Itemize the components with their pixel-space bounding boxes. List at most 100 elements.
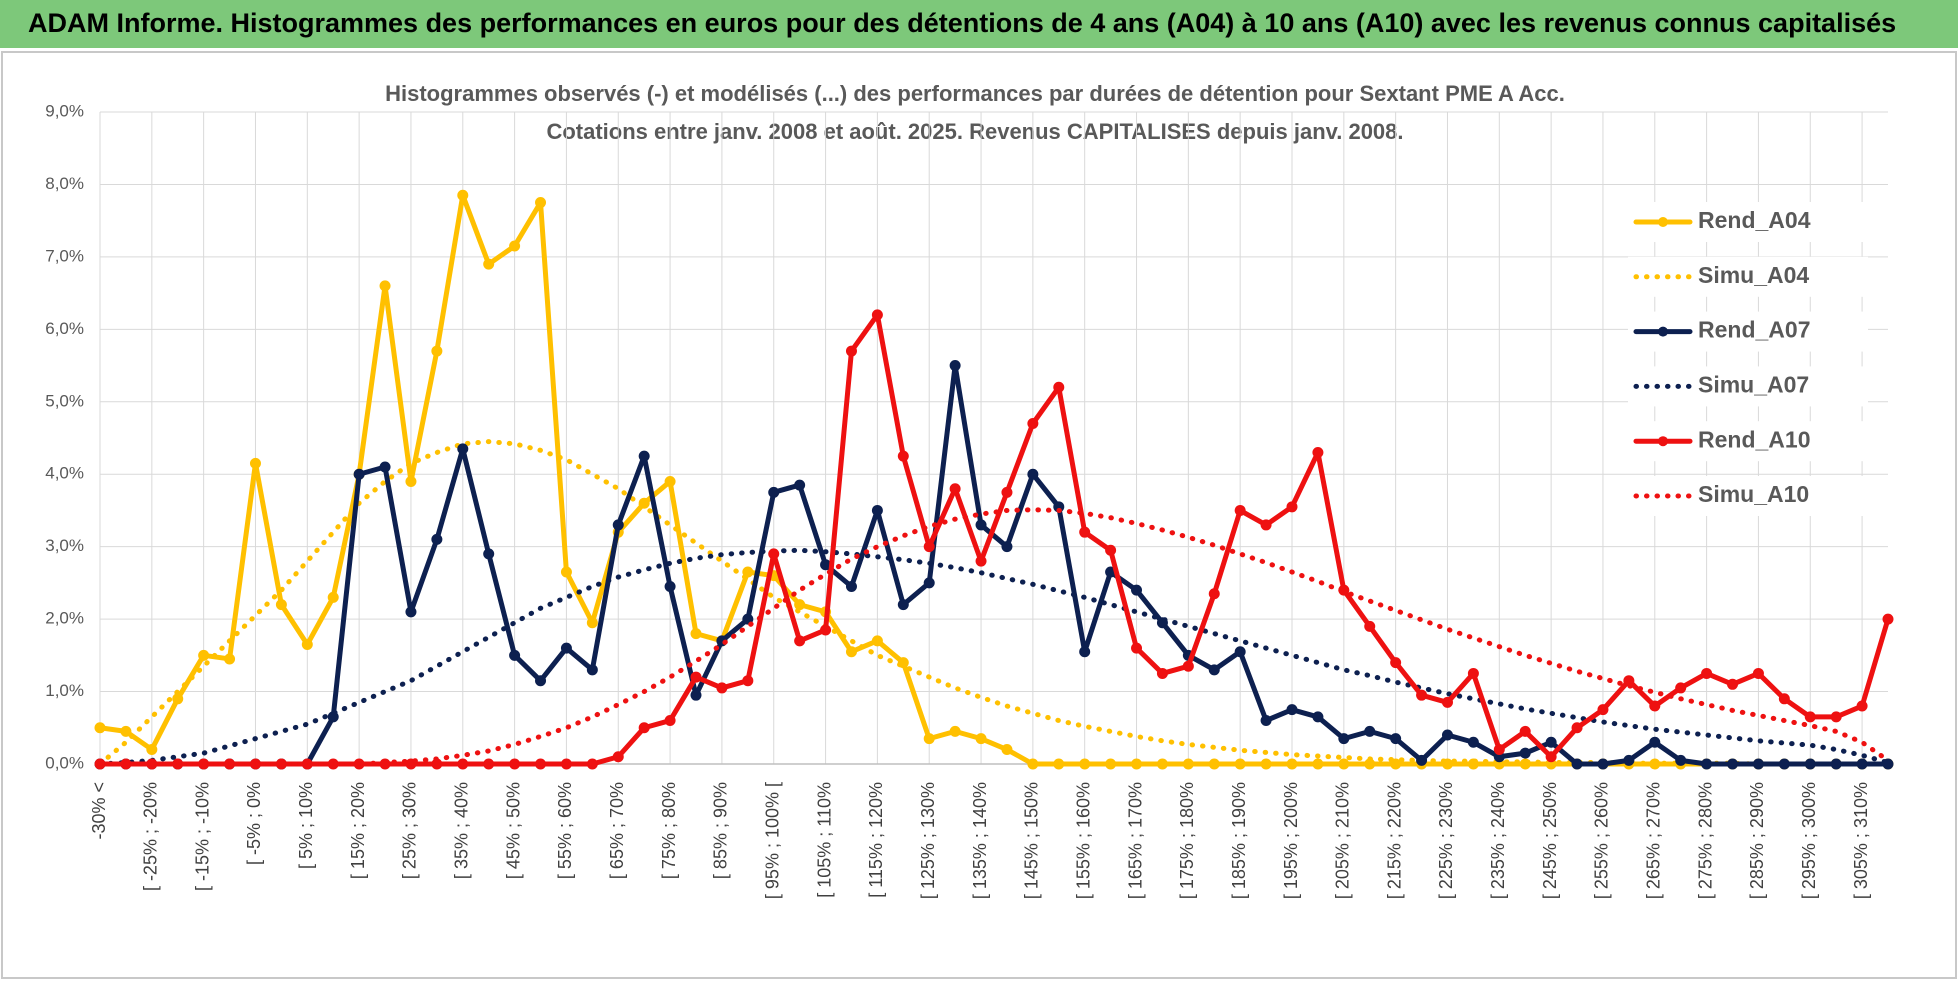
- series-marker: [1727, 758, 1739, 770]
- x-tick-label: [ 285% ; 290%: [1747, 782, 1767, 899]
- series-line: [97, 312, 1891, 767]
- series-marker: [535, 197, 547, 209]
- x-tick-label: [ 255% ; 260%: [1592, 782, 1612, 899]
- series-marker: [1830, 711, 1842, 723]
- legend-label: Rend_A10: [1698, 426, 1810, 452]
- series-marker: [483, 258, 495, 270]
- series-marker: [690, 628, 702, 640]
- series-marker: [1182, 758, 1194, 770]
- series-marker: [1675, 682, 1687, 694]
- series-marker: [1260, 519, 1272, 531]
- series-marker: [301, 638, 313, 650]
- x-tick-label: [ 55% ; 60%: [555, 782, 575, 879]
- x-tick-label: [ 95% ; 100% [: [762, 782, 782, 899]
- series-marker: [1441, 696, 1453, 708]
- x-tick-label: [ 15% ; 20%: [348, 782, 368, 879]
- series-marker: [198, 649, 210, 661]
- series-marker: [742, 675, 754, 687]
- series-marker: [1027, 418, 1039, 430]
- series-marker: [1312, 711, 1324, 723]
- series-marker: [742, 613, 754, 625]
- series-marker: [794, 635, 806, 647]
- series-marker: [1208, 664, 1220, 676]
- legend-label: Simu_A10: [1698, 481, 1809, 507]
- series-marker: [1675, 754, 1687, 766]
- series-marker: [1286, 501, 1298, 513]
- series-marker: [1519, 747, 1531, 759]
- series-marker: [1027, 468, 1039, 480]
- series-marker: [379, 280, 391, 292]
- series-marker: [1208, 758, 1220, 770]
- series-marker: [1545, 736, 1557, 748]
- x-tick-label: [ 75% ; 80%: [659, 782, 679, 879]
- x-tick-label: [ 155% ; 160%: [1073, 782, 1093, 899]
- series-marker: [1804, 711, 1816, 723]
- series-marker: [1131, 642, 1143, 654]
- series-marker: [949, 725, 961, 737]
- series-marker: [1752, 667, 1764, 679]
- y-tick-label: 8,0%: [45, 174, 84, 193]
- series-marker: [1156, 758, 1168, 770]
- series-marker: [664, 715, 676, 727]
- series-marker: [690, 671, 702, 683]
- series-marker: [1131, 584, 1143, 596]
- x-tick-label: [ -5% ; 0%: [244, 782, 264, 865]
- series-marker: [586, 664, 598, 676]
- x-tick-label: [ 225% ; 230%: [1436, 782, 1456, 899]
- series-marker: [1701, 667, 1713, 679]
- y-tick-label: 3,0%: [45, 536, 84, 555]
- series-marker: [1571, 758, 1583, 770]
- series-line: [97, 507, 1891, 767]
- series-marker: [1856, 758, 1868, 770]
- x-tick-label: [ 305% ; 310%: [1851, 782, 1871, 899]
- series-marker: [716, 682, 728, 694]
- x-tick-label: [ 135% ; 140%: [970, 782, 990, 899]
- series-marker: [1623, 754, 1635, 766]
- series-marker: [845, 581, 857, 593]
- x-tick-label: [ 85% ; 90%: [711, 782, 731, 879]
- series-marker: [1493, 744, 1505, 756]
- series-line: [97, 439, 1891, 767]
- x-tick-label: [ 5% ; 10%: [296, 782, 316, 869]
- series-marker: [794, 479, 806, 491]
- series-marker: [664, 475, 676, 487]
- series-marker: [249, 457, 261, 469]
- series-marker: [638, 722, 650, 734]
- y-tick-label: 4,0%: [45, 464, 84, 483]
- legend-marker: [1658, 217, 1668, 227]
- series-marker: [768, 548, 780, 560]
- series-marker: [871, 504, 883, 516]
- y-tick-label: 6,0%: [45, 319, 84, 338]
- legend-marker: [1658, 326, 1668, 337]
- chart-frame: [1, 51, 1957, 979]
- series-marker: [1416, 689, 1428, 701]
- series-marker: [1105, 758, 1117, 770]
- series-marker: [820, 624, 832, 636]
- series-marker: [1079, 758, 1091, 770]
- x-tick-label: [ -15% ; -10%: [192, 782, 212, 891]
- series-marker: [1467, 736, 1479, 748]
- series-marker: [1390, 758, 1402, 770]
- series-marker: [897, 450, 909, 462]
- series-line: [97, 547, 1891, 767]
- series-marker: [224, 653, 236, 665]
- series-marker: [845, 345, 857, 357]
- series-marker: [794, 599, 806, 611]
- series-marker: [586, 758, 598, 770]
- series-marker: [172, 693, 184, 705]
- y-tick-label: 9,0%: [45, 101, 84, 120]
- series-marker: [1727, 678, 1739, 690]
- series-marker: [664, 581, 676, 593]
- series-marker: [1364, 620, 1376, 632]
- series-marker: [1416, 754, 1428, 766]
- series-marker: [1830, 758, 1842, 770]
- series-marker: [1778, 693, 1790, 705]
- banner-title: ADAM Informe. Histogrammes des performan…: [28, 8, 1897, 38]
- series-marker: [1856, 700, 1868, 712]
- series-marker: [405, 475, 417, 487]
- x-tick-label: [ 185% ; 190%: [1229, 782, 1249, 899]
- series-marker: [1545, 751, 1557, 763]
- series-marker: [923, 733, 935, 745]
